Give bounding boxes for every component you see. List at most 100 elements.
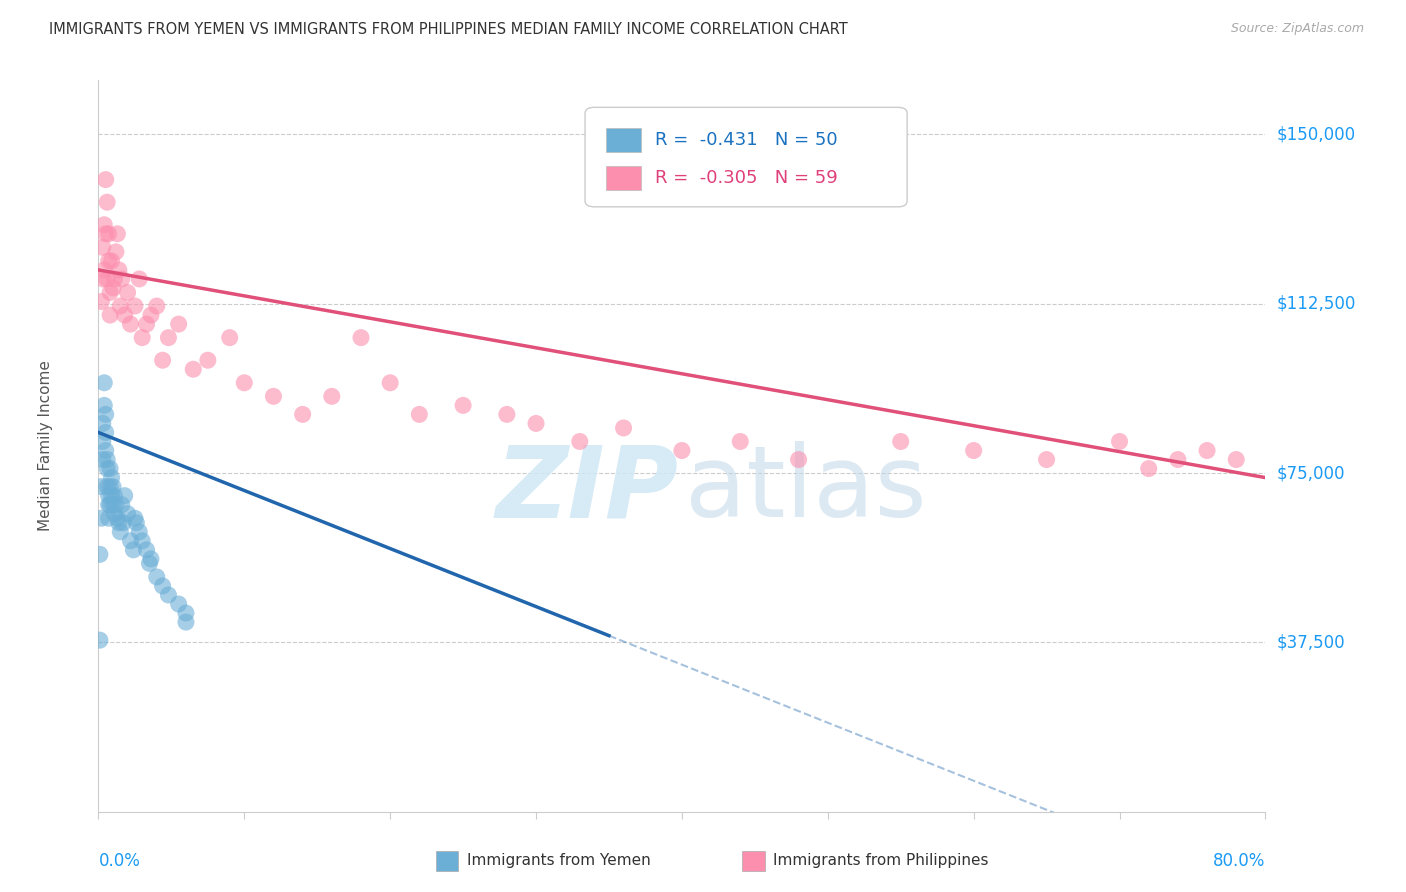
Point	[91, 240, 114, 254]
Text: $150,000: $150,000	[1277, 126, 1355, 144]
Point	[93, 218, 115, 232]
Point	[117, 507, 139, 521]
Point	[98, 498, 121, 512]
Point	[104, 244, 127, 259]
Text: Median Family Income: Median Family Income	[38, 360, 53, 532]
Point	[94, 425, 117, 440]
Text: $75,000: $75,000	[1277, 464, 1346, 482]
Point	[94, 443, 117, 458]
Text: Source: ZipAtlas.com: Source: ZipAtlas.com	[1230, 22, 1364, 36]
Point	[120, 533, 142, 548]
Point	[321, 389, 343, 403]
Point	[124, 511, 146, 525]
Point	[97, 253, 120, 268]
Point	[730, 434, 752, 449]
Point	[94, 227, 117, 241]
Point	[98, 480, 121, 494]
Point	[122, 542, 145, 557]
Point	[96, 195, 118, 210]
Point	[89, 633, 111, 648]
Point	[128, 524, 150, 539]
FancyBboxPatch shape	[585, 107, 907, 207]
Point	[100, 489, 122, 503]
Point	[135, 542, 157, 557]
Point	[174, 606, 197, 620]
Text: Immigrants from Yemen: Immigrants from Yemen	[467, 854, 651, 868]
Point	[98, 308, 121, 322]
Point	[152, 579, 174, 593]
FancyBboxPatch shape	[606, 166, 641, 190]
Point	[112, 516, 135, 530]
Text: 80.0%: 80.0%	[1213, 852, 1265, 870]
Point	[496, 408, 519, 422]
Point	[114, 489, 136, 503]
Point	[94, 408, 117, 422]
Point	[103, 489, 125, 503]
Point	[98, 461, 121, 475]
Point	[1108, 434, 1130, 449]
Point	[90, 480, 112, 494]
Text: 0.0%: 0.0%	[98, 852, 141, 870]
Point	[157, 588, 180, 602]
Point	[131, 533, 153, 548]
Point	[451, 398, 474, 412]
Point	[139, 308, 162, 322]
Point	[152, 353, 174, 368]
Point	[1035, 452, 1057, 467]
Text: atlas: atlas	[685, 442, 927, 539]
Point	[117, 285, 139, 300]
Point	[103, 507, 125, 521]
Point	[104, 498, 127, 512]
Point	[218, 331, 240, 345]
Point	[962, 443, 984, 458]
Point	[146, 570, 169, 584]
Point	[97, 489, 120, 503]
Point	[91, 452, 114, 467]
Point	[91, 417, 114, 431]
Point	[408, 408, 430, 422]
FancyBboxPatch shape	[606, 128, 641, 152]
Point	[111, 272, 134, 286]
Point	[1137, 461, 1160, 475]
Point	[96, 461, 118, 475]
Point	[96, 272, 118, 286]
Point	[108, 516, 131, 530]
Point	[111, 498, 134, 512]
Point	[380, 376, 402, 390]
Point	[233, 376, 256, 390]
Point	[135, 317, 157, 331]
Point	[97, 227, 120, 241]
Point	[612, 421, 634, 435]
Point	[96, 480, 118, 494]
Point	[110, 524, 132, 539]
Point	[89, 547, 111, 561]
Point	[1167, 452, 1189, 467]
Point	[262, 389, 284, 403]
Point	[1225, 452, 1247, 467]
Point	[101, 498, 124, 512]
Point	[167, 597, 190, 611]
Point	[97, 498, 120, 512]
Point	[524, 417, 547, 431]
Point	[98, 285, 121, 300]
Point	[197, 353, 219, 368]
Point	[120, 317, 142, 331]
Point	[138, 557, 160, 571]
Point	[103, 272, 125, 286]
Point	[114, 308, 136, 322]
Text: Immigrants from Philippines: Immigrants from Philippines	[773, 854, 988, 868]
Text: ZIP: ZIP	[495, 442, 679, 539]
Point	[128, 272, 150, 286]
Point	[94, 172, 117, 186]
Point	[125, 516, 148, 530]
Point	[350, 331, 373, 345]
Point	[291, 408, 314, 422]
Point	[97, 511, 120, 525]
Point	[671, 443, 693, 458]
Text: $112,500: $112,500	[1277, 294, 1355, 313]
Point	[105, 227, 128, 241]
Point	[100, 470, 122, 484]
Point	[181, 362, 204, 376]
Point	[108, 263, 131, 277]
Point	[890, 434, 912, 449]
